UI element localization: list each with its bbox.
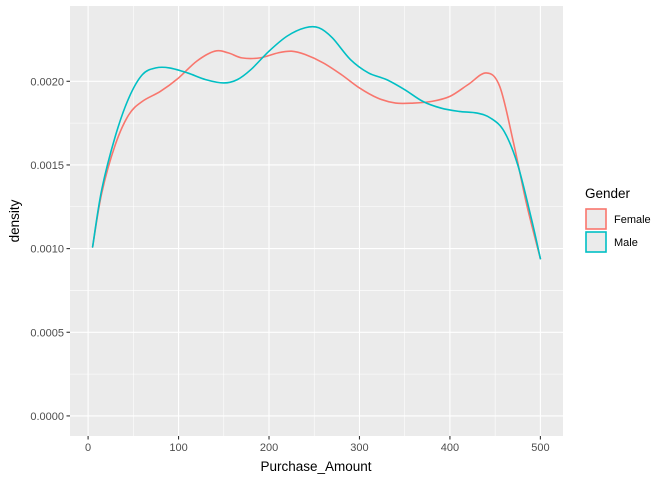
x-tick-label: 0 [85,442,91,454]
y-tick-label: 0.0015 [30,160,64,172]
legend-key-male [585,231,607,253]
x-tick-label: 400 [441,442,459,454]
grid-minor [70,6,563,436]
density-line-male [91,25,542,260]
x-tick-label: 300 [350,442,368,454]
y-tick-label: 0.0005 [30,327,64,339]
legend-key-female [585,208,607,230]
y-tick-label: 0.0000 [30,411,64,423]
legend-label-female: Female [614,214,651,226]
legend: Gender Female Male [585,186,651,253]
y-tick-label: 0.0010 [30,244,64,256]
x-tick-label: 500 [531,442,549,454]
x-axis-title: Purchase_Amount [260,459,371,474]
x-tick-label: 100 [169,442,187,454]
density-line-female [91,49,542,260]
legend-label-male: Male [614,237,638,249]
x-tick-labels: 0 100 200 300 400 500 [85,442,550,454]
y-tick-labels: 0.0000 0.0005 0.0010 0.0015 0.0020 [30,76,64,423]
legend-title: Gender [585,186,631,201]
y-axis-title: density [7,199,22,242]
series-lines [91,25,542,260]
legend-items: Female Male [585,208,651,253]
y-tick-label: 0.0020 [30,76,64,88]
panel-background [70,6,563,436]
x-tick-label: 200 [260,442,278,454]
axis-ticks [66,80,541,440]
